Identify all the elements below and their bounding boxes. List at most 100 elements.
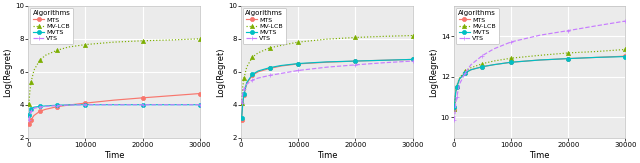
- MTS: [139, 97, 147, 99]
- MTS: [65, 104, 72, 106]
- VTS: [254, 77, 262, 79]
- VTS: [26, 113, 34, 115]
- MTS: [243, 82, 251, 84]
- Line: VTS: VTS: [452, 19, 627, 123]
- VTS: [461, 72, 469, 74]
- MVTS: [451, 106, 458, 108]
- X-axis label: Time: Time: [529, 151, 550, 160]
- MTS: [196, 93, 204, 95]
- VTS: [409, 60, 417, 62]
- MVTS: [409, 58, 417, 60]
- MVTS: [452, 92, 460, 94]
- MV-LCB: [266, 47, 273, 49]
- MV-LCB: [507, 57, 515, 59]
- VTS: [110, 104, 118, 106]
- Y-axis label: Log(Regret): Log(Regret): [216, 47, 225, 96]
- VTS: [621, 20, 629, 22]
- MTS: [42, 108, 49, 110]
- VTS: [453, 96, 461, 98]
- MV-LCB: [65, 46, 72, 48]
- MVTS: [507, 61, 515, 63]
- MTS: [409, 58, 417, 60]
- MTS: [239, 102, 246, 104]
- MTS: [536, 59, 543, 61]
- VTS: [479, 55, 486, 57]
- MTS: [30, 114, 38, 116]
- Legend: MTS, MV-LCB, MVTS, VTS: MTS, MV-LCB, MVTS, VTS: [30, 8, 73, 44]
- MV-LCB: [249, 56, 257, 58]
- MVTS: [196, 104, 204, 106]
- MVTS: [294, 63, 302, 65]
- VTS: [82, 104, 90, 106]
- MVTS: [351, 60, 359, 62]
- VTS: [168, 104, 175, 106]
- MV-LCB: [28, 81, 35, 83]
- MTS: [621, 55, 629, 57]
- Line: MTS: MTS: [452, 54, 627, 111]
- Legend: MTS, MV-LCB, MVTS, VTS: MTS, MV-LCB, MVTS, VTS: [456, 8, 499, 44]
- VTS: [30, 107, 38, 109]
- MV-LCB: [461, 70, 469, 72]
- MV-LCB: [243, 66, 251, 68]
- MV-LCB: [456, 77, 463, 79]
- Line: MTS: MTS: [27, 91, 202, 126]
- MV-LCB: [536, 54, 543, 56]
- Line: MV-LCB: MV-LCB: [27, 37, 202, 106]
- MVTS: [26, 110, 34, 112]
- VTS: [243, 83, 251, 85]
- MV-LCB: [168, 39, 175, 41]
- MVTS: [243, 82, 251, 83]
- MVTS: [593, 56, 601, 58]
- MV-LCB: [452, 92, 460, 94]
- MVTS: [36, 105, 44, 107]
- VTS: [240, 88, 248, 90]
- VTS: [238, 102, 246, 104]
- MV-LCB: [42, 54, 49, 56]
- VTS: [139, 104, 147, 106]
- MTS: [240, 94, 248, 96]
- VTS: [507, 41, 515, 43]
- VTS: [196, 104, 204, 106]
- MVTS: [453, 86, 461, 88]
- MV-LCB: [380, 35, 388, 37]
- MV-LCB: [490, 60, 498, 62]
- MTS: [26, 120, 34, 122]
- MV-LCB: [453, 85, 461, 87]
- Line: MVTS: MVTS: [27, 103, 202, 118]
- VTS: [456, 83, 463, 85]
- MVTS: [239, 102, 246, 104]
- VTS: [536, 34, 543, 36]
- VTS: [266, 74, 273, 76]
- VTS: [36, 106, 44, 108]
- VTS: [28, 110, 35, 112]
- VTS: [65, 104, 72, 106]
- Line: VTS: VTS: [27, 103, 202, 123]
- MVTS: [168, 104, 175, 106]
- MTS: [277, 65, 285, 67]
- MV-LCB: [110, 41, 118, 43]
- MV-LCB: [351, 37, 359, 38]
- X-axis label: Time: Time: [317, 151, 337, 160]
- MTS: [351, 60, 359, 62]
- MV-LCB: [323, 38, 331, 40]
- MTS: [238, 119, 246, 121]
- MV-LCB: [294, 41, 302, 43]
- MVTS: [249, 73, 257, 75]
- VTS: [53, 105, 61, 107]
- MTS: [461, 72, 469, 74]
- MV-LCB: [196, 38, 204, 40]
- MV-LCB: [479, 63, 486, 65]
- VTS: [25, 119, 33, 121]
- MV-LCB: [26, 89, 34, 91]
- MVTS: [564, 58, 572, 59]
- MV-LCB: [451, 108, 458, 110]
- MV-LCB: [621, 48, 629, 50]
- VTS: [323, 66, 331, 68]
- MVTS: [277, 65, 285, 67]
- MTS: [380, 59, 388, 61]
- MTS: [452, 92, 460, 94]
- MV-LCB: [238, 102, 246, 104]
- MVTS: [240, 93, 248, 95]
- MVTS: [266, 67, 273, 69]
- MV-LCB: [467, 67, 475, 69]
